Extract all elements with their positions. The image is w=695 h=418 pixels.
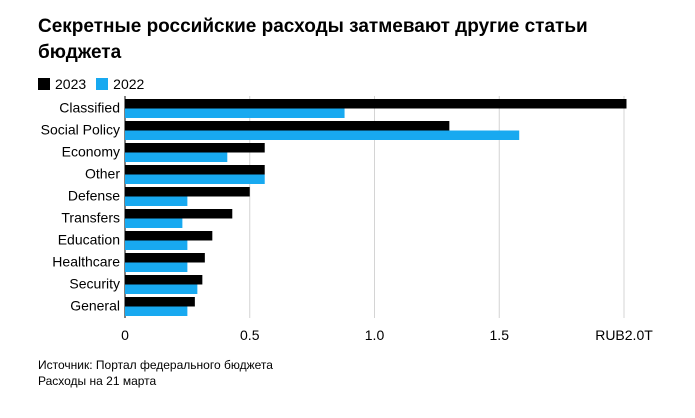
category-label: Classified [59,100,120,116]
bar-2022 [125,284,198,294]
date-note: Расходы на 21 марта [38,374,157,388]
bar-2023 [125,99,627,109]
legend-item-2022: 2022 [96,76,144,92]
bar-2022 [125,262,188,272]
category-label: Economy [62,144,120,160]
legend-swatch-2023 [38,78,50,90]
category-label: Other [85,166,120,182]
category-label: Transfers [61,210,120,226]
bar-2023 [125,297,195,307]
x-tick-label: 1.0 [365,327,385,343]
x-tick-label: 1.5 [490,327,510,343]
legend-label-2023: 2023 [55,76,87,92]
bar-2022 [125,240,188,250]
legend-swatch-2022 [96,78,109,90]
x-tick-label: 0.5 [240,327,260,343]
bar-2022 [125,130,520,140]
x-tick-label: RUB2.0T [595,327,653,343]
x-tick-label: 0 [121,327,129,343]
category-label: Healthcare [52,254,120,270]
bar-2023 [125,143,265,153]
bar-2022 [125,108,345,118]
bar-2022 [125,174,265,184]
footer: Источник: Портал федерального бюджета Ра… [38,357,273,389]
bar-2023 [125,209,233,219]
legend-item-2023: 2023 [38,76,86,92]
category-label: General [70,298,120,314]
bar-2022 [125,306,188,316]
bar-2023 [125,165,265,175]
source-note: Источник: Портал федерального бюджета [38,358,273,372]
bar-2022 [125,152,228,162]
bar-2022 [125,196,188,206]
bar-2022 [125,218,183,228]
bar-2023 [125,121,450,131]
bar-2023 [125,275,203,285]
bar-2023 [125,187,250,197]
category-label: Social Policy [41,122,120,138]
chart-title: Секретные российские расходы затмевают д… [38,16,588,63]
legend-label-2022: 2022 [113,76,145,92]
category-label: Security [69,276,120,292]
bar-2023 [125,231,213,241]
bar-2023 [125,253,205,263]
legend: 2023 2022 [38,76,154,92]
bar-chart: 0 0.5 1.0 1.5 RUB2.0T Classified Social Policy… [41,96,653,343]
category-label: Defense [68,188,120,204]
category-label: Education [58,232,120,248]
